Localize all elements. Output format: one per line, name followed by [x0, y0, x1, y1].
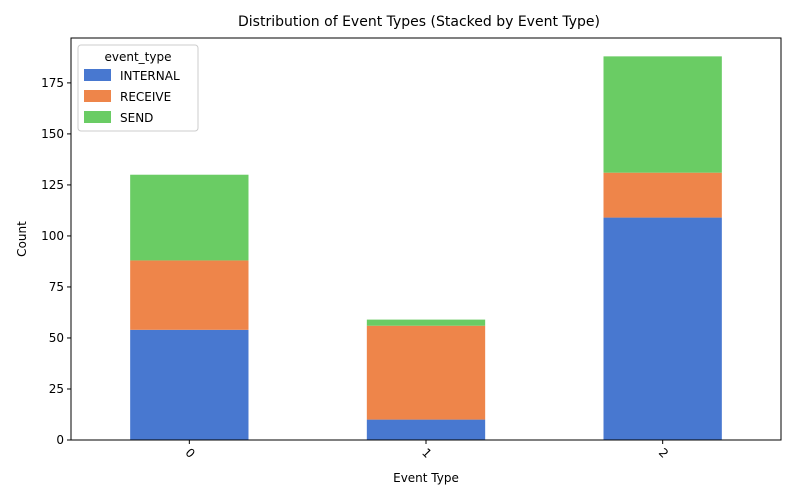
x-axis: 0 1 2 — [183, 440, 671, 461]
legend-swatch-send — [84, 111, 111, 123]
y-tick-label: 150 — [41, 127, 64, 141]
legend-label-internal: INTERNAL — [120, 69, 180, 83]
bar-receive-1 — [366, 325, 486, 420]
bars-layer — [130, 56, 722, 440]
bar-internal-2 — [603, 217, 722, 440]
y-tick-label: 175 — [41, 76, 64, 90]
legend-title: event_type — [105, 50, 172, 64]
y-axis: 0 25 50 75 100 125 150 175 — [41, 76, 71, 447]
y-tick-label: 25 — [49, 382, 64, 396]
legend: event_type INTERNAL RECEIVE SEND — [77, 44, 199, 132]
legend-swatch-internal — [84, 69, 111, 81]
bar-receive-0 — [130, 260, 249, 330]
x-axis-label: Event Type — [393, 471, 459, 485]
y-tick-label: 50 — [49, 331, 64, 345]
x-tick-label: 0 — [183, 446, 198, 461]
y-tick-label: 100 — [41, 229, 64, 243]
legend-items: INTERNAL RECEIVE SEND — [84, 69, 180, 125]
y-tick-label: 125 — [41, 178, 64, 192]
legend-label-receive: RECEIVE — [120, 90, 171, 104]
y-axis-label: Count — [15, 221, 29, 257]
bar-send-0 — [130, 174, 249, 261]
legend-label-send: SEND — [120, 111, 153, 125]
chart-title: Distribution of Event Types (Stacked by … — [238, 14, 600, 30]
y-tick-label: 0 — [56, 433, 64, 447]
bar-internal-1 — [366, 419, 486, 440]
x-tick-label: 1 — [419, 446, 434, 461]
x-tick-label: 2 — [656, 446, 671, 461]
y-tick-label: 75 — [49, 280, 64, 294]
legend-swatch-receive — [84, 90, 111, 102]
bar-internal-0 — [130, 329, 249, 440]
legend-frame — [77, 44, 199, 132]
bar-send-2 — [603, 56, 722, 173]
bar-receive-2 — [603, 172, 722, 218]
bar-send-1 — [366, 319, 486, 326]
